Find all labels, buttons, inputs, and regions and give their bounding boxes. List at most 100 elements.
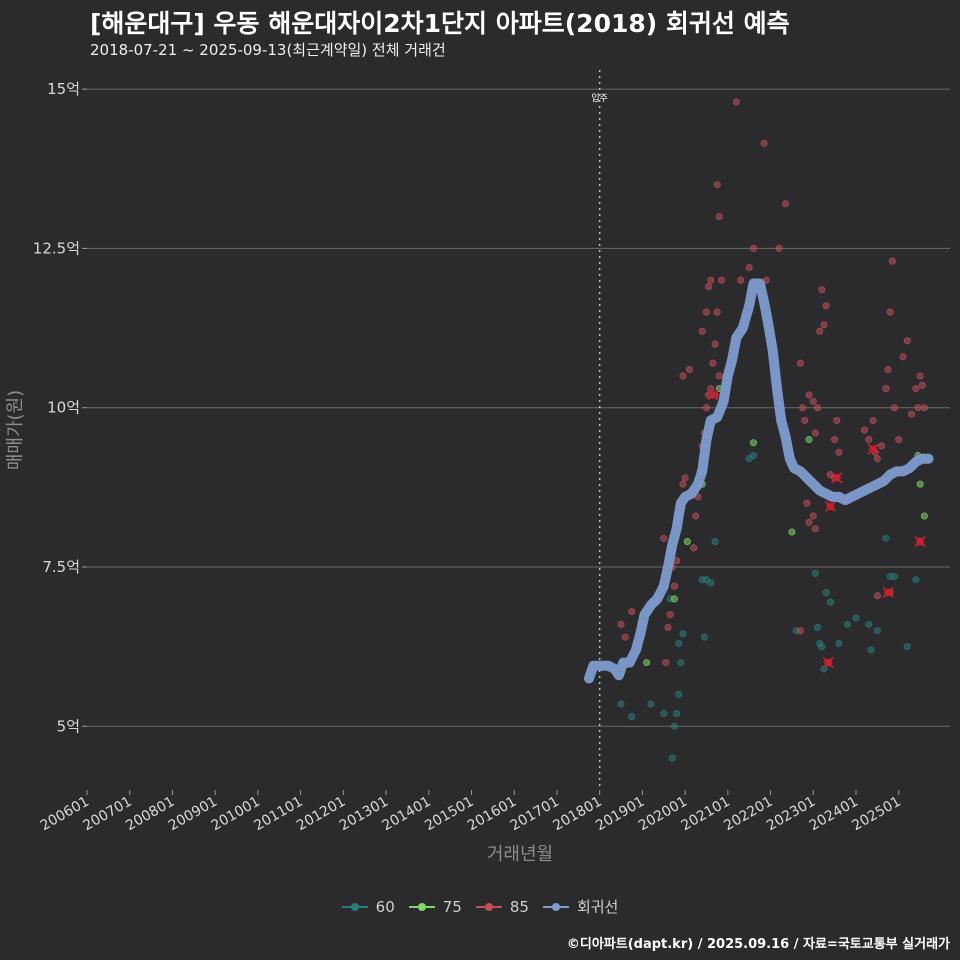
data-point-85: [698, 327, 706, 335]
highlight-cross: [867, 443, 879, 455]
data-point-85: [737, 276, 745, 284]
data-point-60: [668, 754, 676, 762]
move-in-label: 입주: [591, 92, 608, 104]
data-point-85: [869, 416, 877, 424]
data-point-85: [796, 627, 804, 635]
data-point-85: [805, 518, 813, 526]
data-point-85: [690, 544, 698, 552]
source-credit: ©디아파트(dapt.kr) / 2025.09.16 / 자료=국토교통부 실…: [566, 937, 950, 952]
data-point-85: [717, 276, 725, 284]
data-point-85: [899, 353, 907, 361]
legend-key-75: [408, 900, 435, 914]
data-point-85: [809, 512, 817, 520]
highlight-cross: [707, 389, 719, 401]
data-point-60: [867, 646, 875, 654]
data-point-85: [715, 213, 723, 221]
data-point-85: [803, 499, 811, 507]
data-point-60: [912, 576, 920, 584]
data-point-85: [707, 276, 715, 284]
data-point-85: [895, 436, 903, 444]
data-point-85: [681, 474, 689, 482]
data-point-85: [702, 308, 710, 316]
data-point-85: [711, 340, 719, 348]
highlight-cross: [882, 586, 894, 599]
data-point-85: [884, 365, 892, 373]
data-point-85: [713, 308, 721, 316]
data-point-85: [920, 404, 928, 412]
data-point-85: [886, 308, 894, 316]
data-point-75: [916, 480, 924, 488]
highlight-marker: [882, 586, 894, 599]
data-point-85: [679, 480, 687, 488]
data-point-85: [818, 286, 826, 294]
data-point-85: [809, 397, 817, 405]
y-axis-label: 매매가(원): [5, 390, 26, 470]
data-point-60: [843, 620, 851, 628]
highlight-marker: [822, 657, 834, 669]
data-point-85: [861, 426, 869, 434]
data-point-60: [865, 620, 873, 628]
data-point-85: [882, 385, 890, 393]
regression-line: [584, 278, 934, 684]
data-point-60: [679, 630, 687, 638]
data-point-85: [670, 582, 678, 590]
highlight-cross: [831, 472, 843, 484]
data-point-75: [683, 538, 691, 546]
data-point-60: [822, 588, 830, 596]
data-point-85: [775, 244, 783, 252]
data-point-75: [643, 659, 651, 667]
data-point-60: [673, 710, 681, 718]
data-point-85: [816, 327, 824, 335]
data-point-85: [916, 372, 924, 380]
data-point-85: [831, 436, 839, 444]
data-point-85: [782, 200, 790, 208]
data-point-85: [890, 404, 898, 412]
legend-label-75: 75: [442, 897, 462, 916]
data-point-60: [882, 534, 890, 542]
highlight-marker: [914, 535, 926, 548]
data-point-60: [711, 538, 719, 546]
data-point-85: [662, 659, 670, 667]
data-point-60: [818, 643, 826, 651]
legend-key-60: [341, 900, 368, 914]
data-point-60: [675, 639, 683, 647]
legend-item-85: 85: [475, 896, 529, 917]
data-point-85: [801, 416, 809, 424]
data-point-75: [749, 439, 757, 447]
data-point-60: [811, 569, 819, 577]
y-tick-label: 7.5억: [42, 558, 80, 576]
data-point-85: [760, 139, 768, 147]
data-point-75: [805, 436, 813, 444]
data-point-85: [822, 302, 830, 310]
legend-item-75: 75: [408, 896, 462, 917]
data-point-85: [799, 404, 807, 412]
data-point-60: [873, 627, 881, 635]
data-point-60: [749, 451, 757, 459]
highlight-marker: [707, 389, 719, 401]
data-point-85: [621, 633, 629, 641]
data-point-85: [805, 391, 813, 399]
data-point-60: [628, 713, 636, 721]
y-tick-label: 10억: [47, 399, 80, 417]
data-point-75: [670, 595, 678, 603]
legend-label-60: 60: [375, 897, 395, 916]
highlight-cross: [822, 657, 834, 669]
y-tick-label: 12.5억: [33, 239, 80, 257]
data-point-85: [666, 611, 674, 619]
data-point-85: [903, 337, 911, 345]
highlight-cross: [914, 535, 926, 548]
data-point-60: [890, 573, 898, 581]
data-point-85: [715, 372, 723, 380]
data-point-60: [903, 643, 911, 651]
legend-label-85: 85: [509, 897, 529, 916]
legend-item-regression: 회귀선: [542, 896, 618, 917]
legend-item-60: 60: [341, 896, 395, 917]
data-point-85: [811, 525, 819, 533]
data-point-85: [888, 257, 896, 265]
highlight-marker: [831, 472, 843, 484]
data-point-85: [820, 321, 828, 329]
legend: 60 75 85 회귀선: [0, 896, 960, 917]
data-point-60: [852, 614, 860, 622]
x-tick-label: 202501: [849, 794, 903, 835]
